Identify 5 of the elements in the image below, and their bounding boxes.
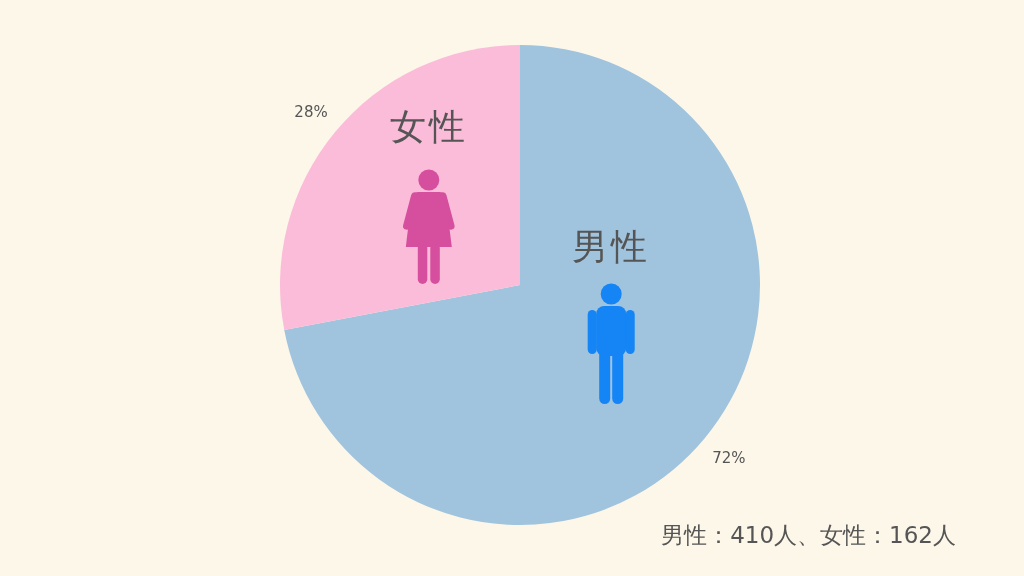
data-label: 72% xyxy=(712,448,746,467)
slice-label: 女性 xyxy=(389,106,468,147)
text: 男性：410人、女性：162人 xyxy=(661,522,956,548)
data-label: 28% xyxy=(294,103,328,122)
slice-label: 男性 xyxy=(572,226,651,267)
